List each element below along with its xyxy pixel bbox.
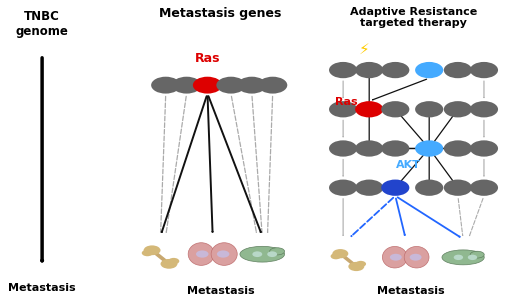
Circle shape bbox=[381, 101, 409, 118]
Circle shape bbox=[217, 250, 230, 258]
Circle shape bbox=[160, 259, 177, 269]
Circle shape bbox=[193, 77, 222, 94]
Circle shape bbox=[329, 101, 357, 118]
Circle shape bbox=[444, 101, 472, 118]
Circle shape bbox=[252, 251, 262, 257]
Circle shape bbox=[390, 254, 402, 261]
Circle shape bbox=[355, 180, 384, 196]
Circle shape bbox=[415, 140, 443, 157]
Circle shape bbox=[258, 77, 287, 94]
Circle shape bbox=[444, 140, 472, 157]
Circle shape bbox=[381, 140, 409, 157]
Circle shape bbox=[329, 180, 357, 196]
Circle shape bbox=[355, 101, 384, 118]
Circle shape bbox=[329, 140, 357, 157]
Circle shape bbox=[216, 77, 245, 94]
Text: Metastasis: Metastasis bbox=[8, 283, 76, 293]
Circle shape bbox=[454, 255, 463, 260]
Circle shape bbox=[142, 250, 153, 256]
Circle shape bbox=[444, 62, 472, 78]
Circle shape bbox=[444, 180, 472, 196]
Ellipse shape bbox=[382, 246, 407, 268]
Text: Ras: Ras bbox=[195, 52, 220, 65]
Circle shape bbox=[151, 77, 180, 94]
Circle shape bbox=[415, 62, 443, 78]
Text: Metastasis: Metastasis bbox=[187, 286, 254, 296]
Ellipse shape bbox=[270, 248, 285, 255]
Text: TNBC
genome: TNBC genome bbox=[16, 10, 69, 38]
Circle shape bbox=[331, 253, 341, 259]
Text: Adaptive Resistance
targeted therapy: Adaptive Resistance targeted therapy bbox=[350, 7, 477, 28]
Ellipse shape bbox=[404, 246, 429, 268]
Circle shape bbox=[409, 254, 422, 261]
Circle shape bbox=[329, 62, 357, 78]
Text: Ras: Ras bbox=[335, 97, 358, 107]
Circle shape bbox=[470, 140, 498, 157]
Circle shape bbox=[470, 180, 498, 196]
Ellipse shape bbox=[211, 243, 237, 265]
Text: Metastasis genes: Metastasis genes bbox=[159, 7, 282, 20]
Ellipse shape bbox=[240, 246, 285, 262]
Circle shape bbox=[172, 77, 201, 94]
Circle shape bbox=[470, 62, 498, 78]
Ellipse shape bbox=[188, 243, 214, 265]
Text: Metastasis: Metastasis bbox=[377, 286, 445, 296]
Circle shape bbox=[143, 245, 160, 255]
Circle shape bbox=[267, 251, 277, 257]
Circle shape bbox=[237, 77, 267, 94]
Circle shape bbox=[415, 101, 443, 118]
Circle shape bbox=[381, 180, 409, 196]
Circle shape bbox=[415, 180, 443, 196]
Circle shape bbox=[470, 101, 498, 118]
Circle shape bbox=[468, 255, 477, 260]
Circle shape bbox=[196, 250, 208, 258]
Text: ⚡: ⚡ bbox=[359, 42, 369, 56]
Circle shape bbox=[332, 249, 348, 258]
Ellipse shape bbox=[470, 251, 484, 258]
Circle shape bbox=[168, 258, 179, 265]
Circle shape bbox=[355, 140, 384, 157]
Circle shape bbox=[355, 261, 366, 267]
Circle shape bbox=[348, 262, 364, 271]
Text: AKT: AKT bbox=[396, 160, 421, 170]
Circle shape bbox=[381, 62, 409, 78]
Ellipse shape bbox=[442, 250, 484, 265]
Circle shape bbox=[355, 62, 384, 78]
